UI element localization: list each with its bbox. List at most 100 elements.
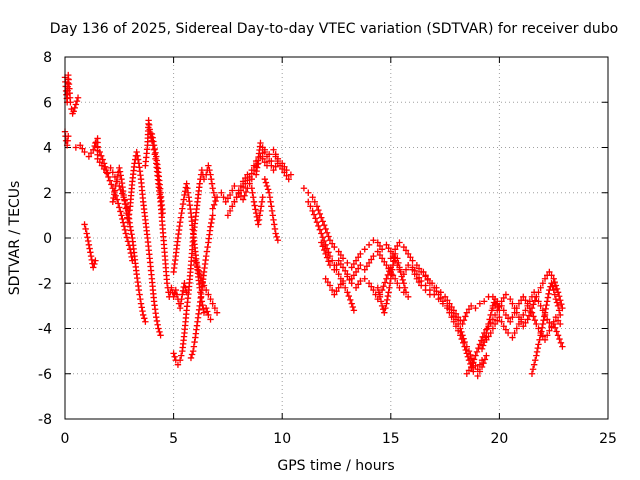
data-point bbox=[181, 191, 188, 199]
data-point bbox=[472, 352, 479, 359]
data-point bbox=[450, 318, 457, 325]
data-point bbox=[150, 138, 157, 145]
data-point bbox=[528, 309, 536, 316]
data-point bbox=[463, 350, 471, 357]
data-point bbox=[473, 348, 481, 356]
data-point bbox=[173, 291, 181, 298]
data-point bbox=[388, 271, 395, 278]
data-point bbox=[134, 152, 141, 159]
data-point bbox=[178, 295, 185, 303]
data-point bbox=[394, 242, 401, 250]
data-point bbox=[541, 275, 549, 282]
data-point bbox=[176, 356, 184, 364]
data-point bbox=[556, 335, 563, 343]
data-point bbox=[383, 241, 390, 248]
data-point bbox=[531, 297, 539, 304]
data-point bbox=[550, 275, 557, 282]
data-point bbox=[500, 323, 507, 330]
data-point bbox=[191, 338, 198, 346]
data-point bbox=[500, 294, 507, 302]
data-point bbox=[199, 278, 206, 285]
tick-labels: 0 5 10 15 20 25 -8 -6 -4 -2 0 2 4 6 8 bbox=[38, 50, 617, 447]
data-point bbox=[374, 239, 381, 246]
data-point bbox=[480, 338, 488, 346]
data-point bbox=[107, 164, 114, 172]
data-point bbox=[117, 208, 124, 215]
data-point bbox=[94, 155, 101, 163]
data-point bbox=[264, 186, 272, 193]
data-point bbox=[231, 198, 238, 205]
data-point bbox=[266, 194, 274, 201]
data-point bbox=[328, 240, 336, 247]
data-point bbox=[218, 189, 225, 196]
data-point bbox=[146, 126, 153, 133]
data-point bbox=[197, 274, 205, 282]
data-point bbox=[209, 205, 216, 212]
data-point bbox=[202, 304, 210, 312]
data-point bbox=[495, 303, 502, 311]
data-point bbox=[517, 316, 525, 323]
data-point bbox=[204, 308, 211, 315]
data-point bbox=[136, 291, 143, 298]
data-point bbox=[548, 280, 555, 287]
data-point bbox=[383, 261, 390, 269]
data-point bbox=[127, 249, 135, 257]
data-point bbox=[504, 329, 512, 337]
data-point bbox=[398, 273, 405, 280]
data-point bbox=[486, 316, 493, 323]
data-point bbox=[361, 246, 368, 253]
data-point bbox=[82, 225, 89, 233]
data-point bbox=[208, 219, 215, 227]
data-point bbox=[335, 284, 342, 291]
data-point bbox=[555, 307, 563, 314]
data-point bbox=[171, 353, 178, 360]
data-point bbox=[470, 356, 478, 363]
data-point bbox=[345, 292, 353, 300]
data-point bbox=[231, 182, 238, 190]
data-point bbox=[187, 354, 195, 362]
data-point bbox=[259, 155, 266, 163]
data-point bbox=[411, 267, 418, 275]
data-point bbox=[153, 313, 160, 321]
data-point bbox=[182, 184, 190, 191]
data-point bbox=[208, 180, 216, 187]
data-point bbox=[153, 317, 161, 325]
data-point bbox=[555, 293, 563, 300]
data-point bbox=[229, 187, 236, 194]
data-point bbox=[205, 311, 212, 319]
data-point bbox=[454, 327, 462, 334]
data-point bbox=[391, 246, 399, 253]
data-point bbox=[239, 196, 247, 203]
data-point bbox=[384, 292, 392, 300]
data-point bbox=[361, 266, 368, 273]
data-point bbox=[92, 139, 99, 147]
data-point bbox=[533, 352, 540, 359]
y-tick-label: 8 bbox=[43, 50, 52, 66]
data-point bbox=[111, 187, 119, 194]
data-point bbox=[446, 309, 453, 316]
data-point bbox=[546, 319, 553, 327]
data-point bbox=[433, 284, 440, 291]
data-point bbox=[233, 194, 240, 201]
data-point bbox=[549, 283, 556, 290]
data-point bbox=[541, 336, 549, 344]
data-point bbox=[263, 153, 271, 160]
data-point bbox=[439, 300, 447, 307]
data-point bbox=[377, 298, 385, 305]
data-point bbox=[387, 275, 394, 282]
x-axis-label: GPS time / hours bbox=[277, 458, 394, 474]
data-point bbox=[177, 300, 185, 307]
data-point bbox=[553, 328, 560, 335]
data-point bbox=[122, 230, 130, 237]
data-point bbox=[479, 342, 487, 349]
data-point bbox=[554, 332, 562, 339]
data-point bbox=[409, 257, 416, 264]
data-point bbox=[92, 257, 99, 264]
data-point bbox=[212, 197, 219, 205]
data-point bbox=[494, 300, 501, 307]
data-point bbox=[248, 185, 255, 192]
series-s21 bbox=[322, 264, 394, 303]
data-point bbox=[404, 293, 412, 301]
data-point bbox=[261, 159, 269, 166]
data-point bbox=[394, 280, 401, 287]
